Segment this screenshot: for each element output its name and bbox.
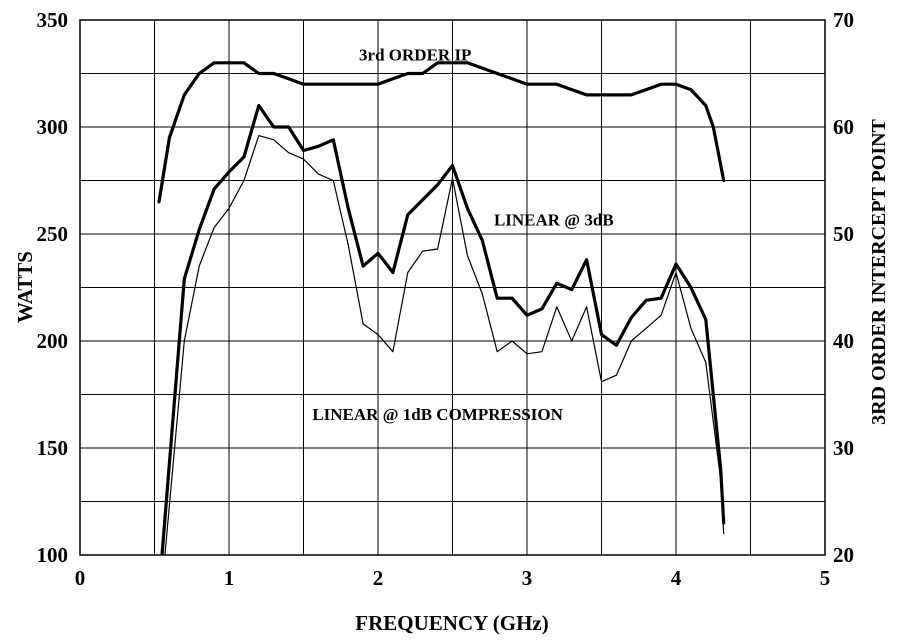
y2-tick-label: 50 — [833, 222, 854, 246]
right-y-axis-label: 3RD ORDER INTERCEPT POINT — [868, 118, 890, 424]
x-tick-label: 3 — [522, 566, 533, 590]
x-tick-label: 1 — [224, 566, 235, 590]
series-annotation: 3rd ORDER IP — [359, 46, 471, 65]
y2-tick-label: 20 — [833, 543, 854, 567]
series-annotation: LINEAR @ 3dB — [494, 210, 614, 229]
y-tick-label: 100 — [37, 543, 69, 567]
y-tick-label: 350 — [37, 8, 69, 32]
left-y-axis-tick-labels: 100 150 200 250 300 350 — [37, 8, 69, 567]
vertical-gridlines — [154, 20, 751, 555]
series-line-1 — [157, 61, 726, 204]
y2-tick-label: 30 — [833, 436, 854, 460]
x-axis-tick-labels: 0 1 2 3 4 5 — [75, 566, 831, 590]
plot-frame — [79, 19, 826, 556]
x-tick-label: 4 — [671, 566, 682, 590]
x-tick-label: 2 — [373, 566, 384, 590]
x-axis-label: FREQUENCY (GHz) — [355, 611, 548, 635]
series-annotation: LINEAR @ 1dB COMPRESSION — [312, 405, 563, 424]
series-annotations: 3rd ORDER IP LINEAR @ 3dB LINEAR @ 1dB COM… — [312, 46, 613, 425]
series-lines — [157, 61, 726, 555]
x-tick-label: 0 — [75, 566, 86, 590]
y-tick-label: 150 — [37, 436, 69, 460]
left-y-axis-label: WATTS — [13, 251, 37, 323]
y-tick-label: 250 — [37, 222, 69, 246]
series-line-3 — [164, 135, 725, 555]
y2-tick-label: 60 — [833, 115, 854, 139]
right-y-axis-tick-labels: 20 30 40 50 60 70 — [833, 8, 854, 567]
series-line-2 — [160, 103, 726, 555]
x-tick-label: 5 — [820, 566, 831, 590]
y-tick-label: 200 — [37, 329, 69, 353]
y2-tick-label: 70 — [833, 8, 854, 32]
y-tick-label: 300 — [37, 115, 69, 139]
y2-tick-label: 40 — [833, 329, 854, 353]
